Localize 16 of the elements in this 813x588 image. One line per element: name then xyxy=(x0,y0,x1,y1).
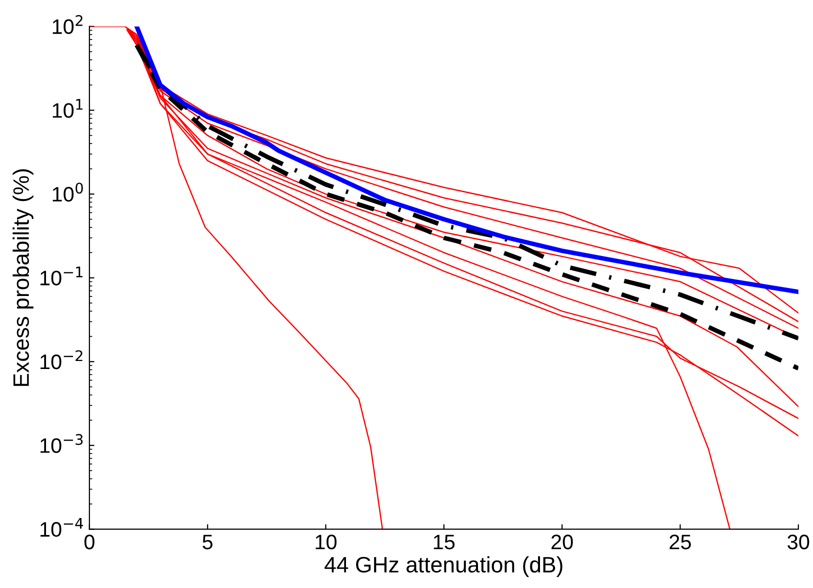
y-tick-label: 10$^{2}$ xyxy=(52,15,82,34)
x-tick-label: 0 xyxy=(84,534,94,550)
x-tick-label: 10 xyxy=(316,534,337,550)
y-tick-label: 10$^{0}$ xyxy=(52,182,83,202)
x-tick-label: 5 xyxy=(202,534,213,550)
y-tick-label: 10$^{1}$ xyxy=(52,99,83,118)
y-axis-title: Excess probability (%) xyxy=(12,169,34,386)
y-tick-label: 10$^{−4}$ xyxy=(40,518,83,537)
y-tick-label: 10$^{−2}$ xyxy=(40,350,82,370)
x-tick-label: 30 xyxy=(788,534,810,550)
y-tick-label: 10$^{−1}$ xyxy=(40,266,82,286)
y-tick-label: 10$^{−3}$ xyxy=(40,434,83,454)
x-tick-label: 15 xyxy=(434,534,455,550)
x-tick-label: 20 xyxy=(552,534,573,550)
x-axis-title: 44 GHz attenuation (dB) xyxy=(324,556,562,577)
x-tick-label: 25 xyxy=(670,534,691,550)
